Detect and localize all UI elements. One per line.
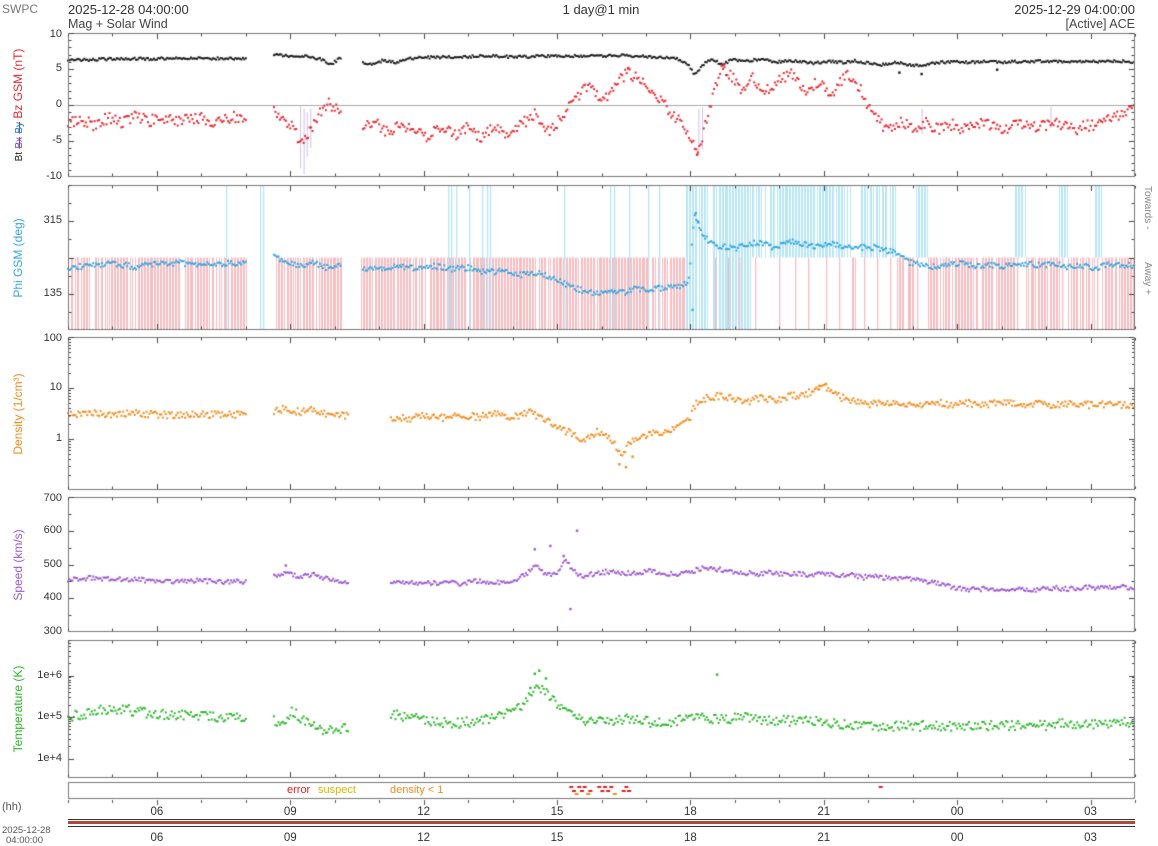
y-tick-label: 300 xyxy=(43,625,62,637)
hour-tick-label: 00 xyxy=(950,806,964,818)
hour-unit-label: (hh) xyxy=(2,801,22,813)
hour-tick-label: 03 xyxy=(1084,832,1097,844)
y-tick-label: -5 xyxy=(52,134,62,146)
away-sector-label: Away + xyxy=(1142,262,1153,295)
y-tick-label: 0 xyxy=(55,98,62,110)
towards-sector-label: Towards - xyxy=(1142,186,1153,230)
legend-error: error xyxy=(287,784,311,796)
y-tick-label: 5 xyxy=(55,62,62,74)
hour-tick-label: 03 xyxy=(1084,806,1097,818)
y-tick-label: 700 xyxy=(43,492,62,504)
legend-suspect: suspect xyxy=(318,784,356,796)
hour-tick-label: 00 xyxy=(950,832,964,844)
y-tick-label: 1e+6 xyxy=(37,668,62,681)
legend-density-lt-1: density < 1 xyxy=(390,784,444,796)
plot-end-time: 2025-12-29 04:00:00 xyxy=(1014,2,1135,17)
y-tick-label: 10 xyxy=(49,381,62,393)
y-tick-label: 1e+4 xyxy=(37,751,62,764)
hour-tick-label: 09 xyxy=(283,832,297,844)
plot-cadence: 1 day@1 min xyxy=(562,2,640,17)
time-range-slider[interactable] xyxy=(68,819,1135,827)
y-tick-label: 1e+5 xyxy=(37,710,62,722)
phi-axis-label: Phi GSM (deg) xyxy=(11,217,25,298)
hour-tick-label: 18 xyxy=(684,806,697,818)
plot-start-time: 2025-12-28 04:00:00 xyxy=(68,2,189,17)
y-tick-label: 600 xyxy=(43,523,62,536)
hour-tick-label: 09 xyxy=(283,806,297,818)
axis-start-date: 2025-12-28 xyxy=(2,825,51,836)
y-tick-label: 135 xyxy=(43,286,62,299)
hour-tick-label: 21 xyxy=(817,832,831,844)
y-tick-label: 500 xyxy=(43,557,62,570)
y-tick-label: 1 xyxy=(55,432,62,444)
axis-start-time: 04:00:00 xyxy=(6,835,43,846)
swpc-brand-label: SWPC xyxy=(2,2,38,16)
hour-tick-label: 12 xyxy=(417,806,431,818)
y-tick-label: -10 xyxy=(46,170,62,182)
hour-tick-label: 06 xyxy=(150,806,164,818)
hour-tick-label: 18 xyxy=(684,832,697,844)
hour-tick-label: 06 xyxy=(150,832,164,844)
density-axis-label: Density (1/cm³) xyxy=(11,372,25,455)
satellite-status: [Active] ACE xyxy=(1065,17,1135,31)
plot-title: Mag + Solar Wind xyxy=(68,17,168,31)
hour-tick-label: 21 xyxy=(817,806,831,818)
y-tick-label: 315 xyxy=(43,214,62,227)
y-tick-label: 10 xyxy=(49,28,62,40)
by-label: By xyxy=(14,121,25,134)
y-tick-label: 100 xyxy=(43,332,62,344)
bt-label: Bt xyxy=(14,151,25,162)
hour-tick-label: 12 xyxy=(417,832,431,844)
hour-tick-label: 15 xyxy=(550,832,564,844)
time-range-slider-bar xyxy=(68,821,1135,824)
hour-tick-label: 15 xyxy=(550,806,564,818)
y-tick-label: 400 xyxy=(43,591,62,604)
